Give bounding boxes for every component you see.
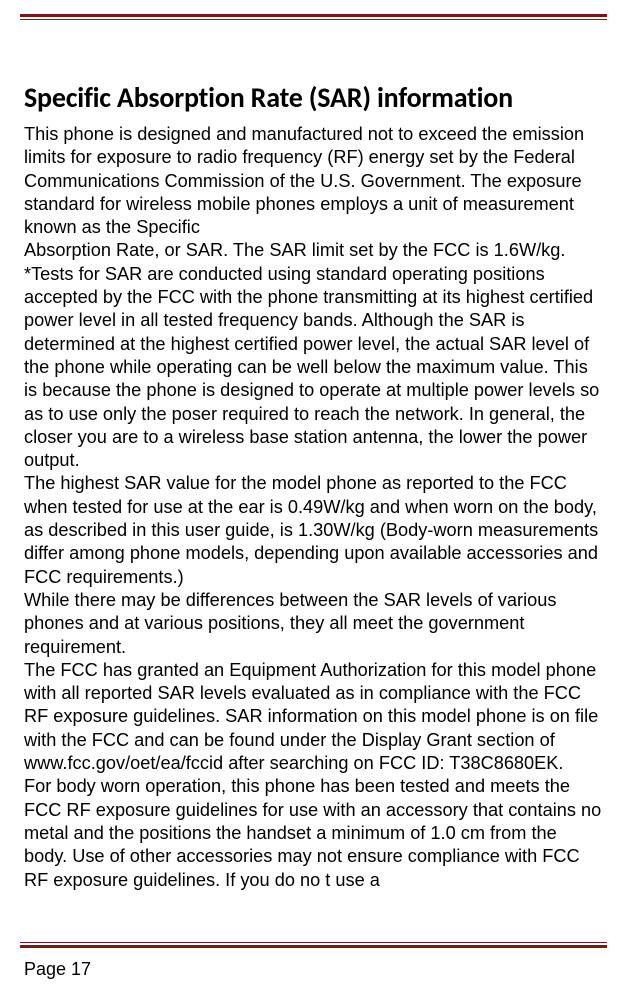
rule-thick [20,945,607,948]
top-horizontal-rule [20,14,607,20]
page-number: Page 17 [24,959,91,980]
paragraph: The FCC has granted an Equipment Authori… [24,659,603,775]
page-content: Specific Absorption Rate (SAR) informati… [24,80,603,892]
rule-thick [20,14,607,17]
section-heading: Specific Absorption Rate (SAR) informati… [24,80,603,115]
paragraph: The highest SAR value for the model phon… [24,472,603,588]
rule-thin [20,19,607,20]
paragraph: While there may be differences between t… [24,589,603,659]
body-text: This phone is designed and manufactured … [24,123,603,892]
paragraph: Absorption Rate, or SAR. The SAR limit s… [24,239,603,472]
paragraph: For body worn operation, this phone has … [24,775,603,891]
bottom-horizontal-rule [20,942,607,948]
paragraph: This phone is designed and manufactured … [24,123,603,239]
rule-thin [20,942,607,943]
